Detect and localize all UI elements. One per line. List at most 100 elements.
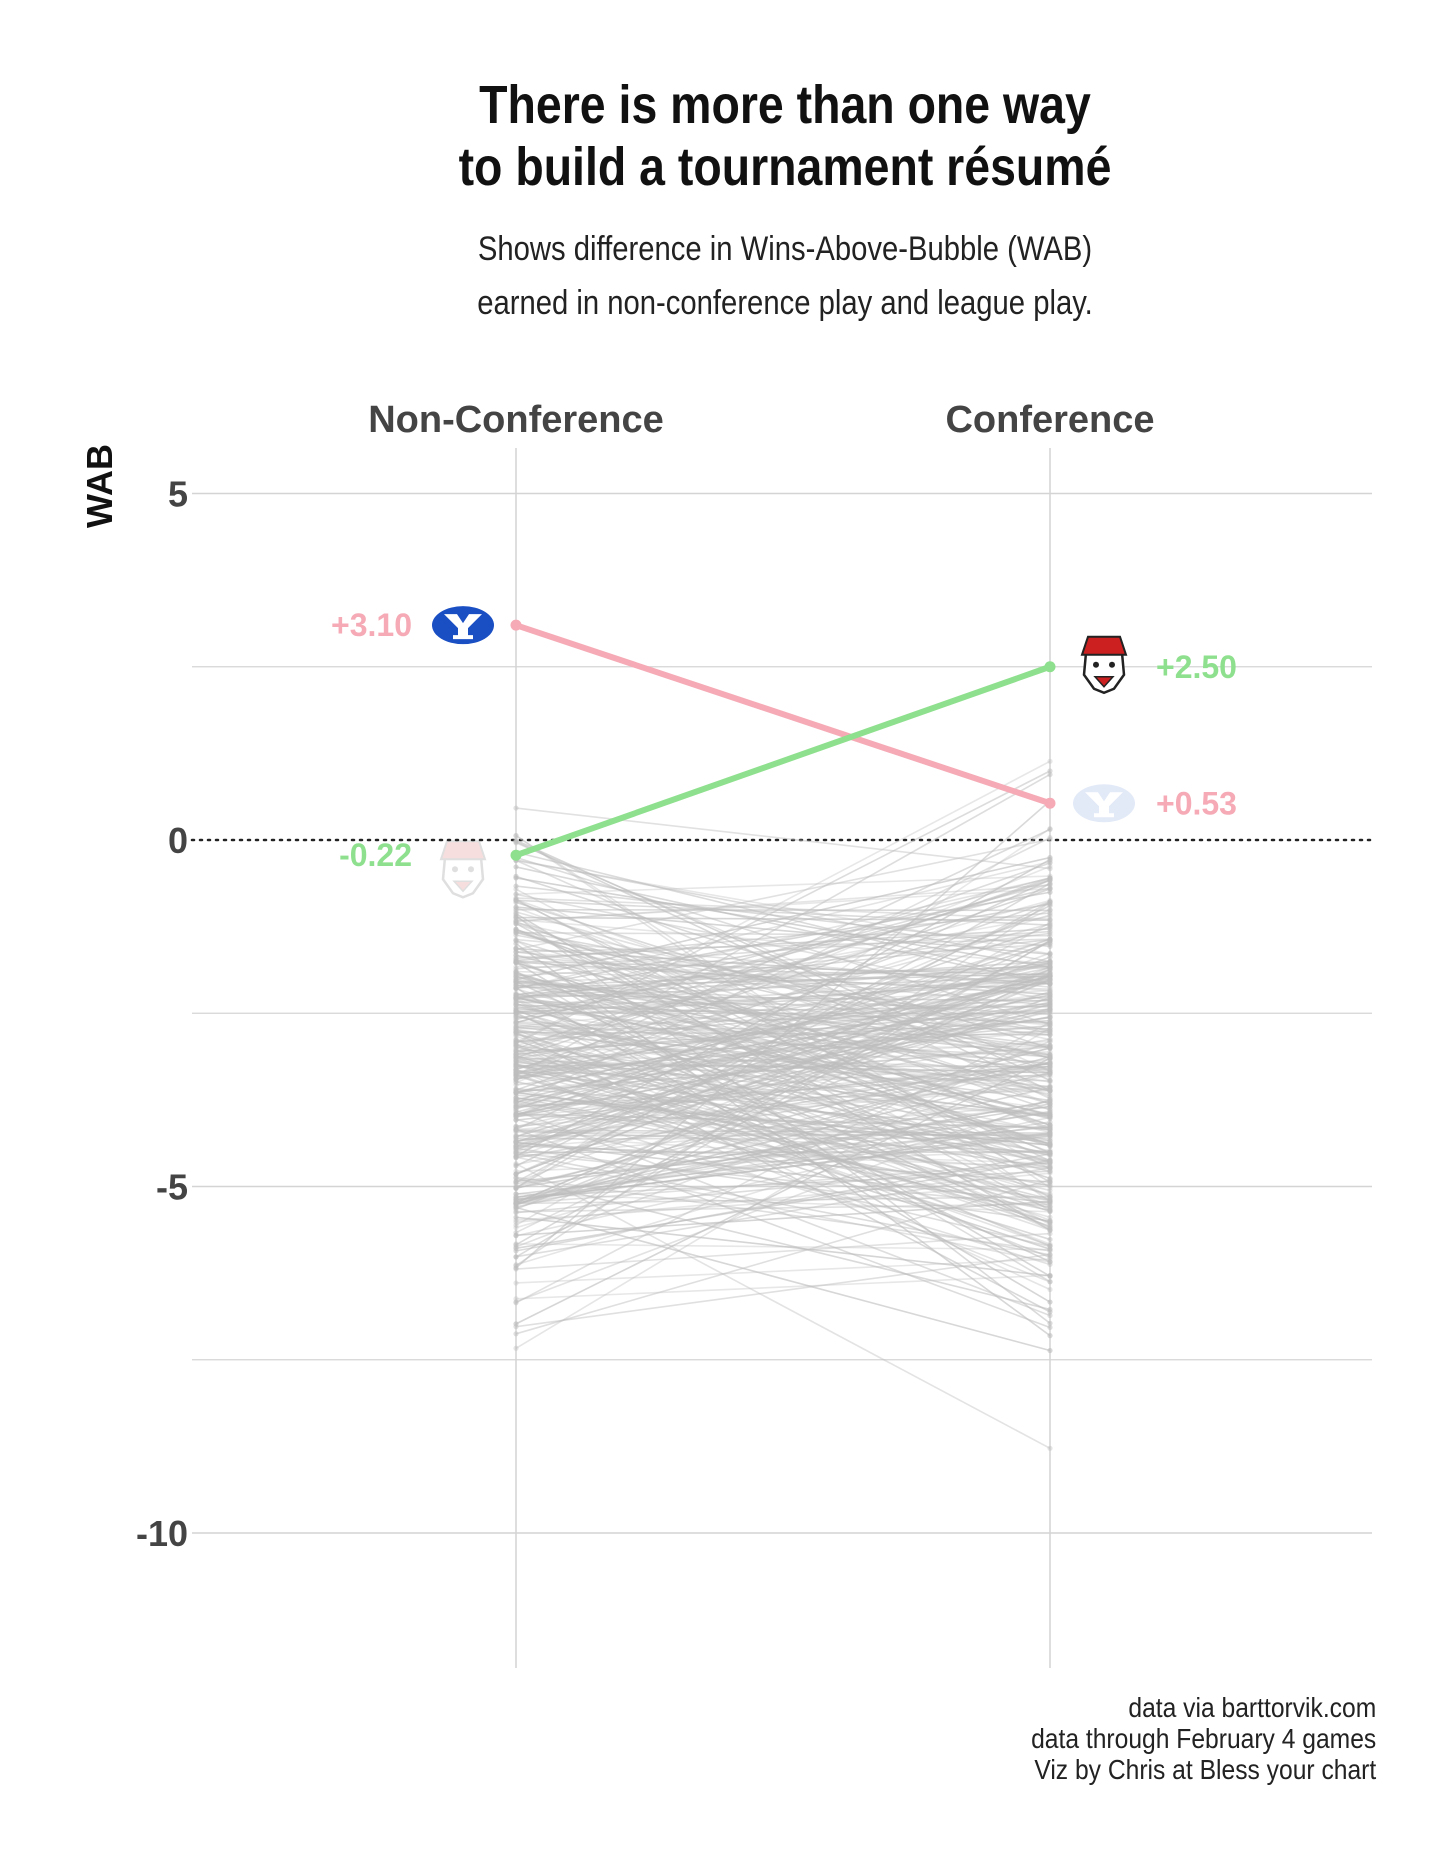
background-team-point [513, 1036, 519, 1043]
background-team-line [515, 938, 1051, 953]
background-team-line [515, 1195, 1051, 1205]
background-team-point [513, 1174, 519, 1180]
background-team-line [515, 851, 1051, 984]
caption-source: data via barttorvik.com [1128, 1692, 1376, 1723]
background-team-point [513, 920, 519, 927]
background-team-point [1047, 1243, 1053, 1249]
chart-subtitle: Shows difference in Wins-Above-Bubble (W… [110, 222, 1456, 330]
background-team-point [513, 1321, 519, 1327]
background-team-point [513, 1020, 519, 1026]
background-team-point [1047, 835, 1053, 841]
background-team-point [1047, 1333, 1053, 1339]
background-team-line [515, 800, 1051, 1269]
background-team-point [513, 1210, 519, 1216]
background-team-point [513, 833, 519, 839]
background-team-line [515, 859, 1051, 963]
background-team-point [1047, 1015, 1053, 1021]
background-team-line [515, 984, 1051, 1049]
background-team-point [513, 1179, 519, 1185]
background-team-line [515, 773, 1051, 1077]
background-team-point [513, 839, 519, 845]
background-team-point [513, 1200, 519, 1207]
background-team-point [1047, 1231, 1053, 1237]
background-team-point [513, 1175, 519, 1181]
background-team-point [1047, 1192, 1053, 1198]
background-team-point [1047, 1187, 1053, 1194]
background-team-point [513, 1064, 519, 1070]
background-team-point [513, 1015, 519, 1021]
background-team-point [1047, 1042, 1053, 1048]
background-team-point [513, 1095, 519, 1101]
background-team-line [515, 965, 1051, 983]
background-team-point [513, 1345, 519, 1351]
background-team-point [1047, 1019, 1053, 1026]
background-team-line [515, 1088, 1051, 1195]
background-team-point [1047, 1259, 1053, 1265]
background-team-point [1047, 886, 1053, 892]
background-team-point [513, 1024, 519, 1030]
background-team-line [515, 1101, 1051, 1266]
background-team-point [513, 1005, 519, 1011]
background-team-point [513, 1100, 519, 1106]
background-team-line [515, 1056, 1051, 1247]
background-team-line [515, 938, 1051, 999]
background-team-line [515, 923, 1051, 1070]
background-team-point [1047, 1194, 1053, 1200]
background-team-line [515, 1062, 1051, 1143]
background-team-line [515, 1043, 1051, 1259]
background-team-point [1047, 1112, 1053, 1119]
background-team-point [513, 932, 519, 938]
background-team-line [515, 1121, 1051, 1201]
background-team-point [513, 913, 519, 919]
background-team-point [513, 1280, 519, 1286]
background-team-point [513, 891, 519, 897]
caption: data via barttorvik.com data through Feb… [1031, 1692, 1376, 1785]
background-team-line [515, 978, 1051, 1138]
background-team-line [515, 838, 1051, 951]
background-team-point [513, 1134, 519, 1140]
value-label-non-conference: +3.10 [331, 607, 412, 643]
axis-layer: Non-Conference Conference WAB 5 0 -5 -10 [79, 399, 1155, 1554]
background-team-point [1047, 1168, 1053, 1174]
background-team-point [1047, 1312, 1053, 1319]
background-team-line [515, 962, 1051, 1009]
wolf-eye [1093, 661, 1099, 668]
background-team-line [515, 942, 1051, 1337]
background-team-point [513, 1155, 519, 1161]
background-team-line [515, 860, 1051, 955]
background-team-point [1047, 1299, 1053, 1305]
background-team-point [1047, 1191, 1053, 1197]
background-team-line [515, 1035, 1051, 1196]
background-team-line [515, 1061, 1051, 1203]
chart-subtitle-line-2: earned in non-conference play and league… [477, 284, 1093, 322]
background-team-line [515, 939, 1051, 1258]
caption-date: data through February 4 games [1030, 1723, 1376, 1754]
background-team-line [515, 1253, 1051, 1328]
highlight-point [1044, 797, 1056, 809]
background-team-line [515, 1055, 1051, 1116]
background-team-line [515, 1015, 1051, 1142]
background-team-line [515, 991, 1051, 1147]
background-team-point [1047, 1036, 1053, 1042]
background-team-line [515, 1064, 1051, 1223]
background-team-point [513, 832, 519, 839]
background-team-point [1047, 1133, 1053, 1139]
background-team-point [1047, 1068, 1053, 1074]
background-team-line [515, 966, 1051, 1176]
background-team-line [515, 877, 1051, 1001]
background-team-point [1047, 854, 1053, 861]
background-team-point [1047, 1088, 1053, 1094]
background-team-point [1047, 1015, 1053, 1021]
background-team-point [1047, 1197, 1053, 1203]
background-team-line [515, 901, 1051, 1267]
background-team-point [513, 1057, 519, 1063]
background-team-point [513, 1067, 519, 1073]
logo-layer [432, 606, 1135, 899]
highlight-point [510, 849, 522, 861]
background-team-line [515, 961, 1051, 1146]
background-team-point [1047, 1251, 1053, 1258]
background-team-point [1047, 971, 1053, 977]
background-team-line [515, 1161, 1051, 1205]
background-team-point [1047, 984, 1053, 990]
background-team-point [513, 1128, 519, 1134]
